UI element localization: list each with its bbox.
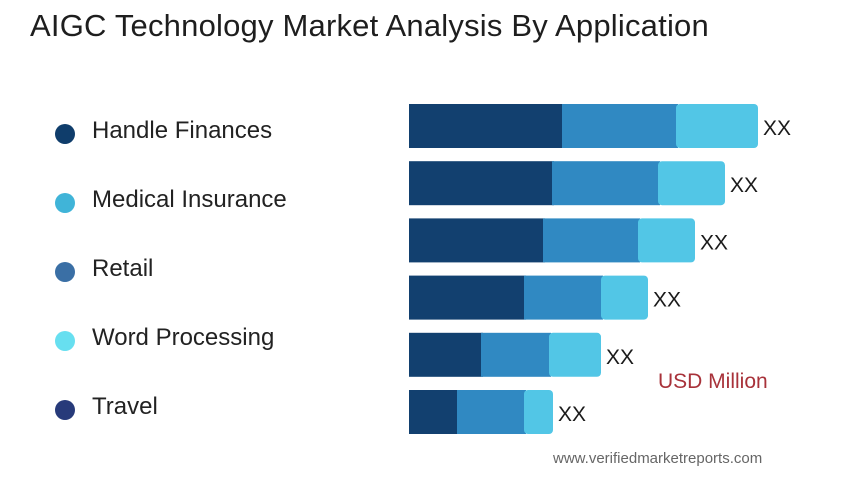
bar-segment <box>524 275 603 320</box>
chart-title: AIGC Technology Market Analysis By Appli… <box>30 8 709 43</box>
legend-label: Handle Finances <box>92 117 273 144</box>
bar-row: XX <box>409 332 634 377</box>
bar-segment <box>658 161 725 206</box>
bar-segment <box>549 332 601 377</box>
bar-segment <box>409 332 483 377</box>
bar-segment <box>601 275 648 320</box>
legend-dot <box>55 331 75 351</box>
legend-dot <box>55 262 75 282</box>
bar-row: XX <box>409 390 586 434</box>
legend-dot <box>55 400 75 420</box>
bar-segment <box>409 275 526 320</box>
bar-row: XX <box>409 275 681 320</box>
bar-segment <box>409 161 554 206</box>
bar-segment <box>409 218 545 263</box>
data-label: XX <box>606 346 634 369</box>
bar-segment <box>409 390 459 434</box>
data-label: XX <box>700 231 728 254</box>
source-credit: www.verifiedmarketreports.com <box>553 450 763 467</box>
bar-segment <box>562 104 678 148</box>
bar-segment <box>552 161 660 206</box>
legend-dot <box>55 193 75 213</box>
bar-row: XX <box>409 218 728 263</box>
bar-segment <box>481 332 551 377</box>
bar-row: XX <box>409 104 791 148</box>
legend-label: Travel <box>92 393 158 420</box>
bar-segment <box>524 390 553 434</box>
bar-segment <box>676 104 758 148</box>
data-label: XX <box>730 174 758 197</box>
bar-segment <box>457 390 526 434</box>
legend-label: Word Processing <box>92 324 275 351</box>
bar-segment <box>409 104 564 148</box>
unit-label: USD Million <box>658 370 768 393</box>
data-label: XX <box>653 289 681 312</box>
data-label: XX <box>763 117 791 140</box>
legend-label: Medical Insurance <box>92 186 287 213</box>
bar-row: XX <box>409 161 758 206</box>
legend-label: Retail <box>92 255 154 282</box>
legend-dot <box>55 124 75 144</box>
bar-segment <box>638 218 695 263</box>
data-label: XX <box>558 403 586 426</box>
bar-segment <box>543 218 640 263</box>
